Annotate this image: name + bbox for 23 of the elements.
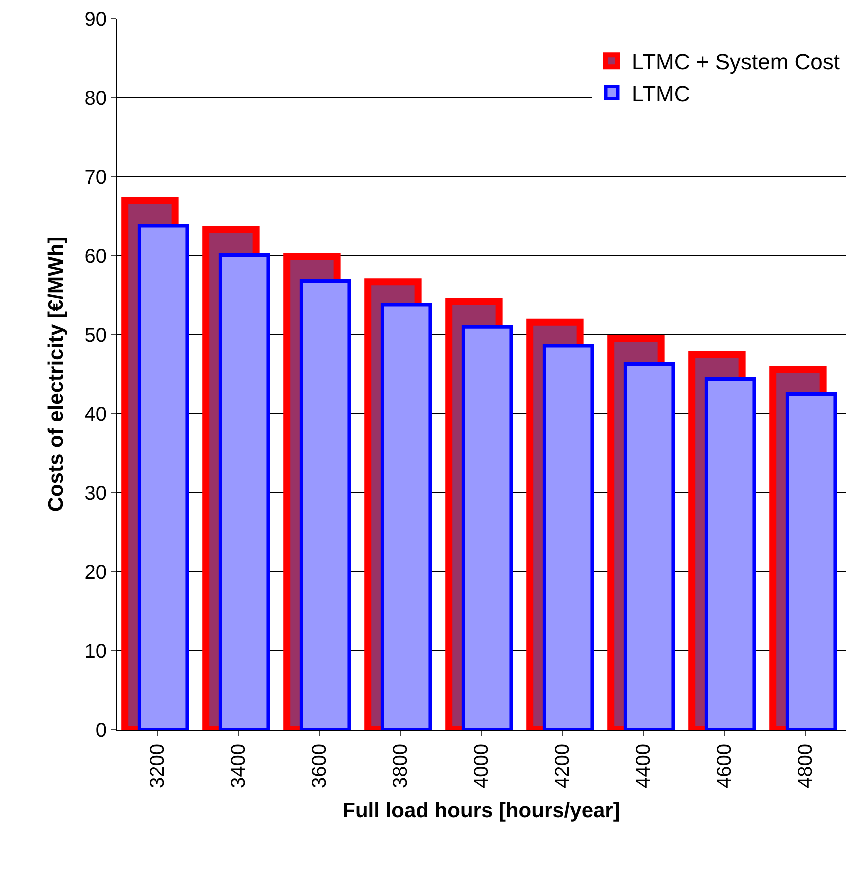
x-tick-label: 3400 <box>228 744 250 788</box>
x-tick-label: 4000 <box>471 744 493 788</box>
y-tick-label: 0 <box>96 720 107 742</box>
x-tick-label: 4800 <box>795 744 817 788</box>
y-tick-label: 90 <box>84 9 107 31</box>
legend-label: LTMC + System Cost <box>632 50 840 75</box>
y-tick-label: 70 <box>84 167 107 189</box>
y-tick-label: 20 <box>84 562 107 584</box>
x-tick-label: 3600 <box>309 744 331 788</box>
x-tick-label: 4200 <box>552 744 574 788</box>
y-tick-label: 40 <box>84 404 107 426</box>
y-tick-label: 80 <box>84 88 107 110</box>
x-axis-title: Full load hours [hours/year] <box>342 800 620 823</box>
y-tick-label: 30 <box>84 483 107 505</box>
y-tick-label: 50 <box>84 325 107 347</box>
x-tick-label: 3200 <box>147 744 169 788</box>
y-tick-label: 10 <box>84 641 107 663</box>
x-tick-label: 3800 <box>390 744 412 788</box>
x-tick-label: 4400 <box>633 744 655 788</box>
y-tick-label: 60 <box>84 246 107 268</box>
y-axis-title: Costs of electricity [€/MWh] <box>44 236 68 512</box>
legend-label: LTMC <box>632 81 690 106</box>
x-tick-label: 4600 <box>714 744 736 788</box>
